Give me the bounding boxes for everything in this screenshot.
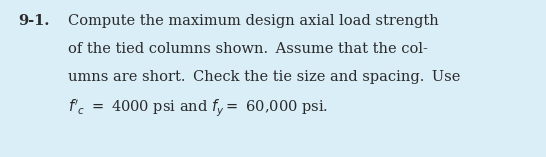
Text: of the tied columns shown.  Assume that the col-: of the tied columns shown. Assume that t…	[68, 42, 428, 56]
Text: 9-1.: 9-1.	[18, 14, 49, 28]
Text: $f'_c$ $=$ 4000 psi and $f_y$$=$ 60,000 psi.: $f'_c$ $=$ 4000 psi and $f_y$$=$ 60,000 …	[68, 98, 328, 119]
Text: Compute the maximum design axial load strength: Compute the maximum design axial load st…	[68, 14, 439, 28]
Text: umns are short.  Check the tie size and spacing.  Use: umns are short. Check the tie size and s…	[68, 70, 460, 84]
